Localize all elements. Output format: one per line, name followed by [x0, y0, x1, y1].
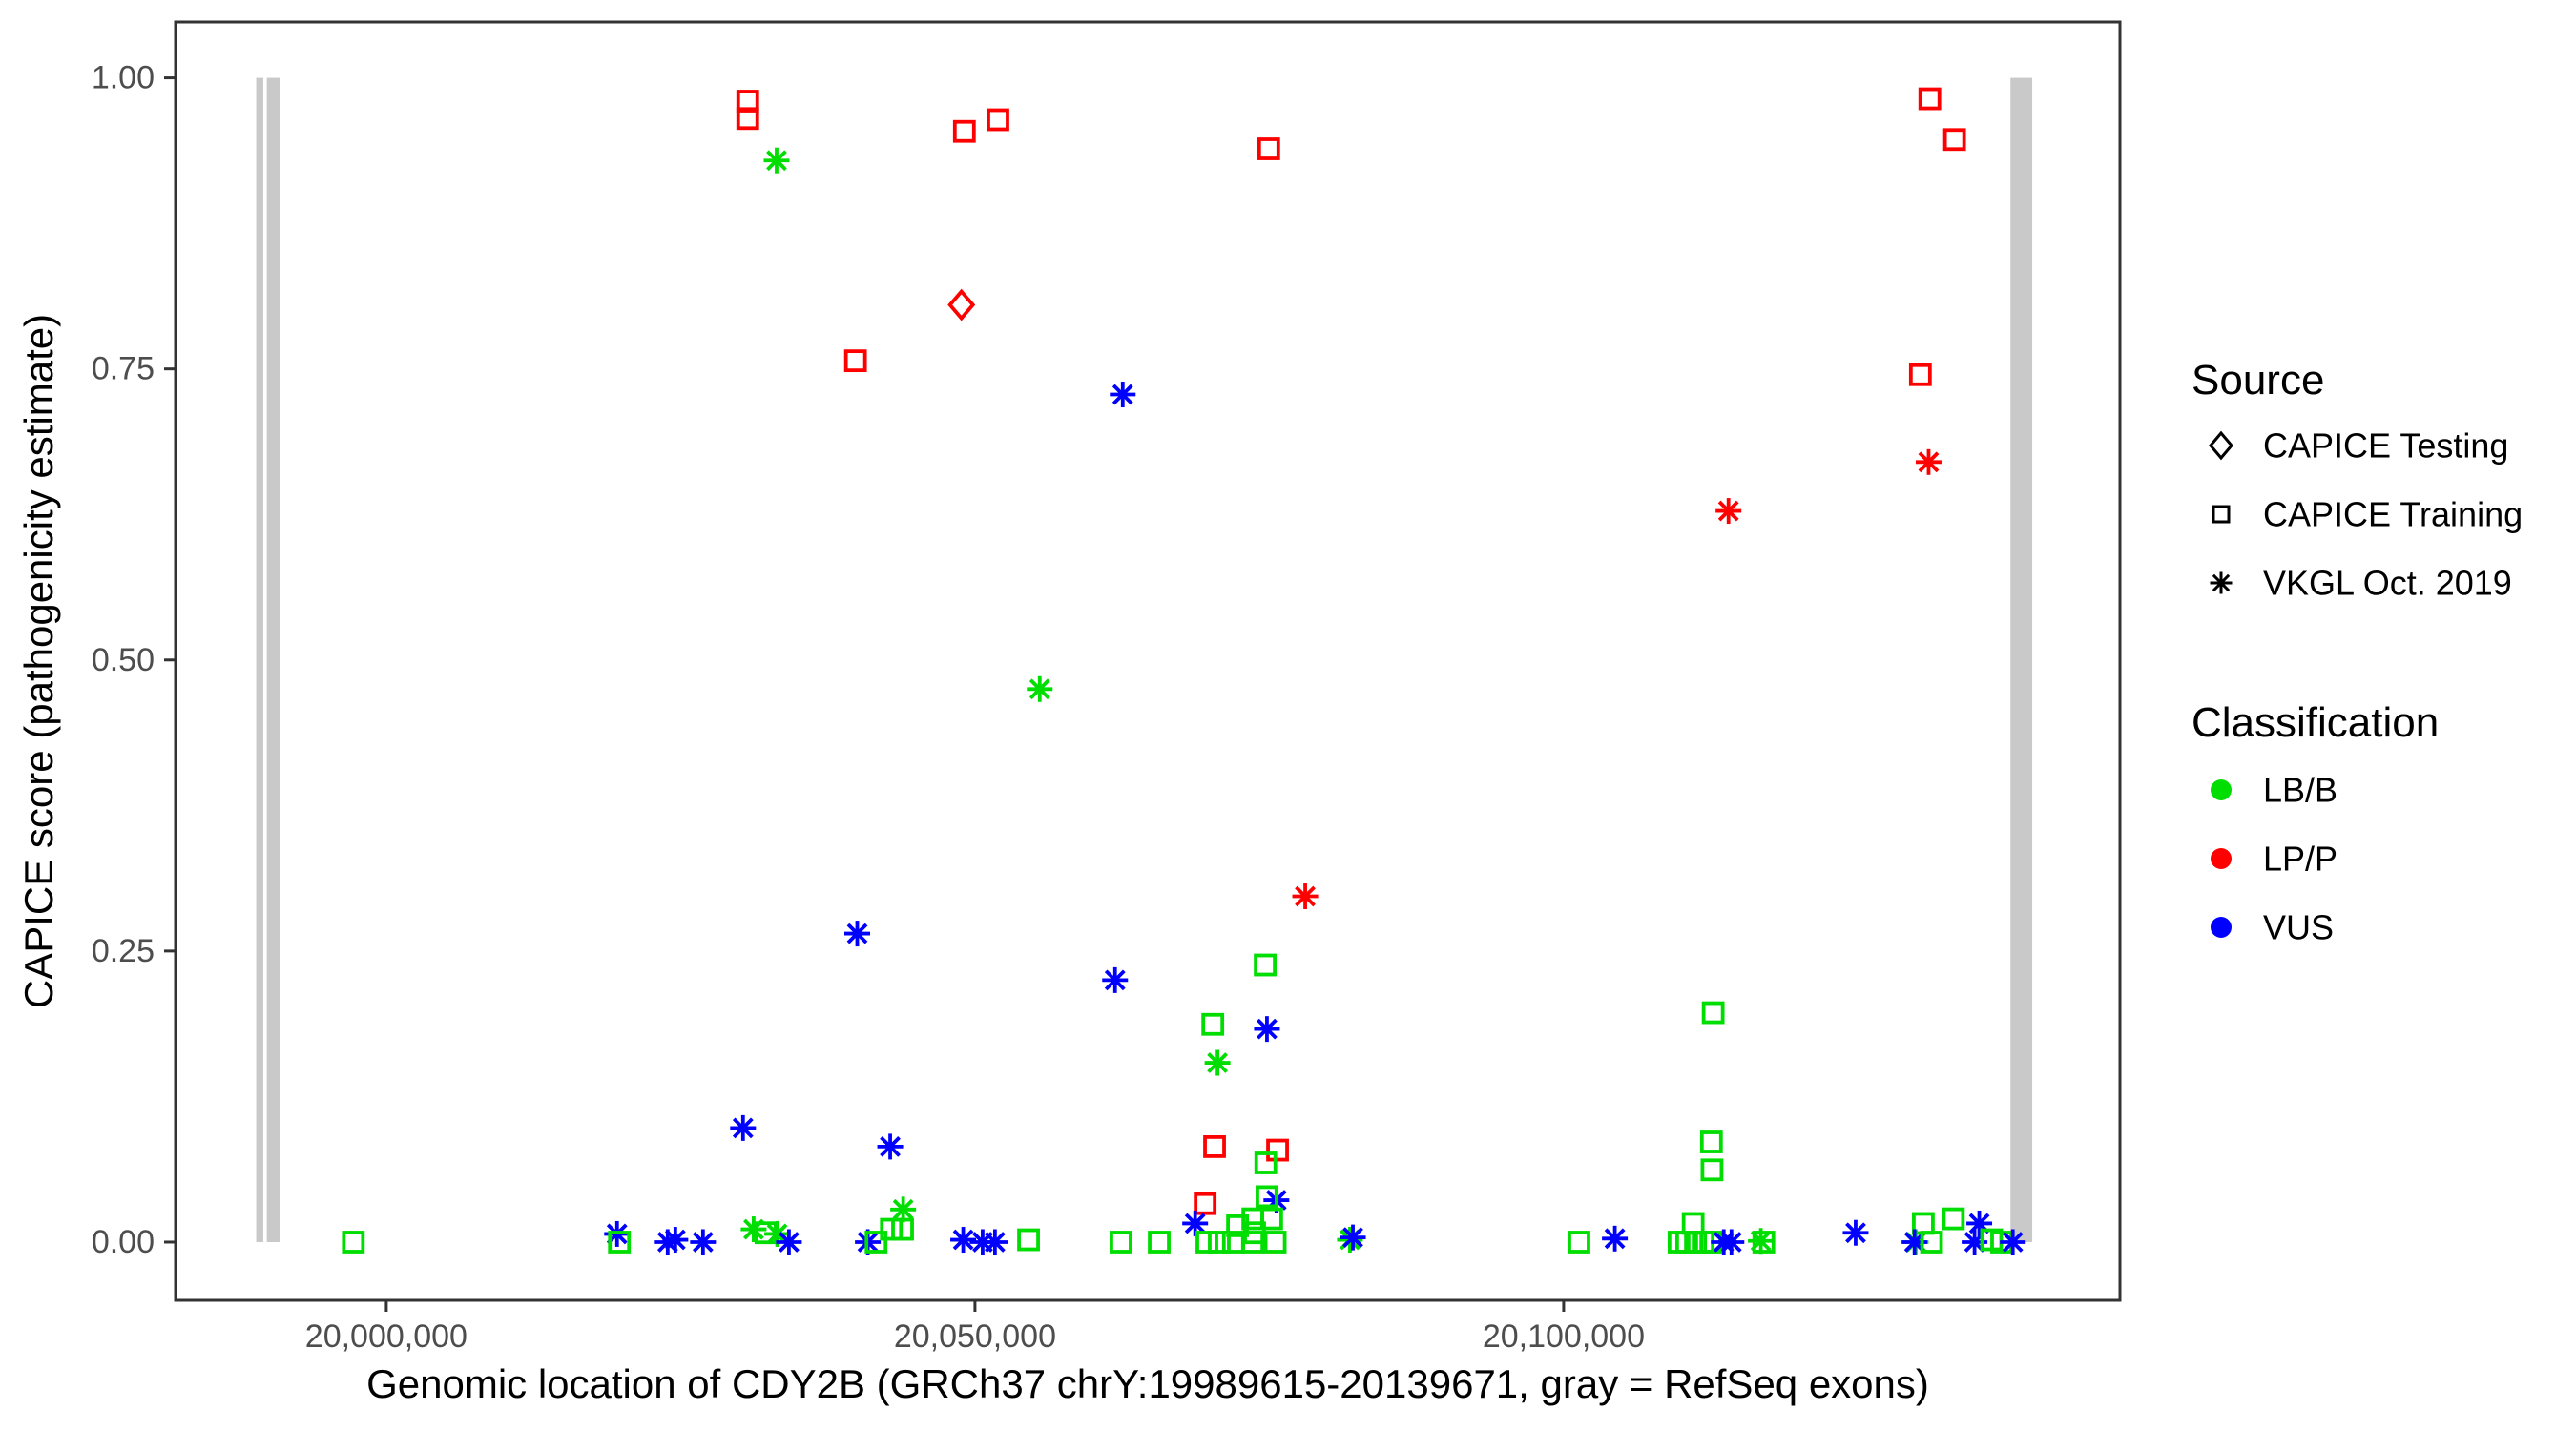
y-axis-title: CAPICE score (pathogenicity estimate)	[16, 313, 61, 1009]
data-point	[950, 1227, 977, 1254]
data-point	[1203, 1135, 1226, 1158]
data-point	[1292, 883, 1319, 910]
refseq-exon-bar	[266, 77, 280, 1242]
data-point	[1201, 1012, 1225, 1036]
data-point	[1915, 448, 1942, 475]
data-point	[1942, 1207, 1965, 1231]
legend-color-dot	[2211, 848, 2232, 869]
data-point	[1340, 1224, 1366, 1251]
data-point	[1254, 1151, 1278, 1174]
data-point	[1942, 128, 1966, 152]
data-point	[662, 1227, 689, 1254]
data-point	[2000, 1229, 2026, 1255]
data-point	[982, 1229, 1008, 1255]
data-point	[1017, 1228, 1040, 1252]
data-point	[1110, 1231, 1132, 1254]
data-point	[952, 119, 976, 143]
x-axis-title: Genomic location of CDY2B (GRCh37 chrY:1…	[366, 1361, 1929, 1406]
data-point	[1204, 1049, 1231, 1076]
data-point	[1701, 1001, 1725, 1025]
data-point	[1263, 1231, 1287, 1254]
legend-classification-item: LB/B	[2211, 771, 2337, 810]
x-axis-tick-label: 20,000,000	[305, 1318, 467, 1355]
y-axis-tick-label: 0.25	[92, 933, 155, 969]
data-point	[1966, 1210, 1993, 1236]
data-point	[1256, 1185, 1278, 1209]
data-point	[1842, 1219, 1869, 1246]
data-point	[1918, 87, 1942, 111]
data-point	[890, 1196, 917, 1223]
data-point	[1266, 1138, 1289, 1162]
legend-source-item-label: CAPICE Training	[2263, 495, 2523, 534]
data-point	[342, 1231, 365, 1254]
data-point	[843, 349, 867, 373]
data-point	[987, 108, 1009, 132]
data-point	[1715, 498, 1742, 525]
legend-classification-title: Classification	[2192, 699, 2440, 746]
legend-source-item-label: CAPICE Testing	[2263, 426, 2508, 466]
plot-panel-border	[174, 20, 2122, 1302]
data-point	[1241, 1231, 1265, 1254]
data-point	[690, 1229, 717, 1255]
refseq-exon-bar	[2010, 77, 2033, 1242]
data-point	[1102, 966, 1129, 993]
data-point	[1568, 1231, 1590, 1254]
data-point	[736, 107, 759, 131]
data-point	[1254, 1016, 1280, 1043]
legend-classification-item-label: VUS	[2263, 908, 2334, 947]
refseq-exon-bar	[256, 77, 263, 1242]
legend-classification-item-label: LP/P	[2263, 840, 2337, 879]
data-point	[1226, 1213, 1249, 1237]
data-point	[1110, 382, 1136, 408]
data-point	[844, 921, 871, 947]
legend-classification-item: VUS	[2211, 908, 2334, 947]
legend-source-item-square: CAPICE Training	[2212, 495, 2523, 534]
legend-classification-item: LP/P	[2211, 840, 2337, 879]
data-point	[1148, 1231, 1171, 1254]
legend-classification-item-label: LB/B	[2263, 771, 2337, 810]
data-point	[608, 1231, 632, 1254]
data-point	[1681, 1212, 1705, 1235]
data-point	[1259, 1207, 1283, 1231]
data-point	[1257, 137, 1280, 160]
y-axis-tick-label: 0.75	[92, 351, 155, 387]
y-axis-tick-label: 1.00	[92, 60, 155, 96]
data-point	[1195, 1231, 1218, 1254]
data-point	[1182, 1210, 1209, 1236]
legend-source-item-label: VKGL Oct. 2019	[2263, 564, 2512, 603]
data-point	[1027, 675, 1053, 702]
data-point	[947, 288, 976, 321]
legend-source-item-asterisk: VKGL Oct. 2019	[2210, 564, 2512, 603]
data-point	[1920, 1231, 1943, 1254]
data-point	[1699, 1130, 1723, 1153]
data-point	[1748, 1228, 1775, 1255]
legend-color-dot	[2211, 779, 2232, 800]
legend-source-item-diamond: CAPICE Testing	[2209, 426, 2508, 466]
data-point	[1718, 1229, 1745, 1255]
data-point	[1208, 1231, 1231, 1254]
x-axis-tick-label: 20,050,000	[894, 1318, 1056, 1355]
data-point	[1194, 1192, 1217, 1215]
legend-source-title: Source	[2192, 357, 2325, 404]
data-point	[1602, 1225, 1629, 1252]
data-point	[776, 1229, 802, 1255]
data-point	[1908, 363, 1932, 386]
data-point	[740, 1216, 767, 1243]
data-point	[1254, 953, 1277, 977]
data-point	[730, 1114, 757, 1141]
x-axis-tick-label: 20,100,000	[1483, 1318, 1645, 1355]
data-point	[763, 147, 790, 174]
data-point	[864, 1231, 888, 1254]
y-axis-tick-label: 0.50	[92, 642, 155, 678]
y-axis-tick-label: 0.00	[92, 1224, 155, 1260]
legend-color-dot	[2211, 917, 2232, 938]
data-point	[877, 1133, 904, 1160]
data-point	[1700, 1158, 1724, 1182]
